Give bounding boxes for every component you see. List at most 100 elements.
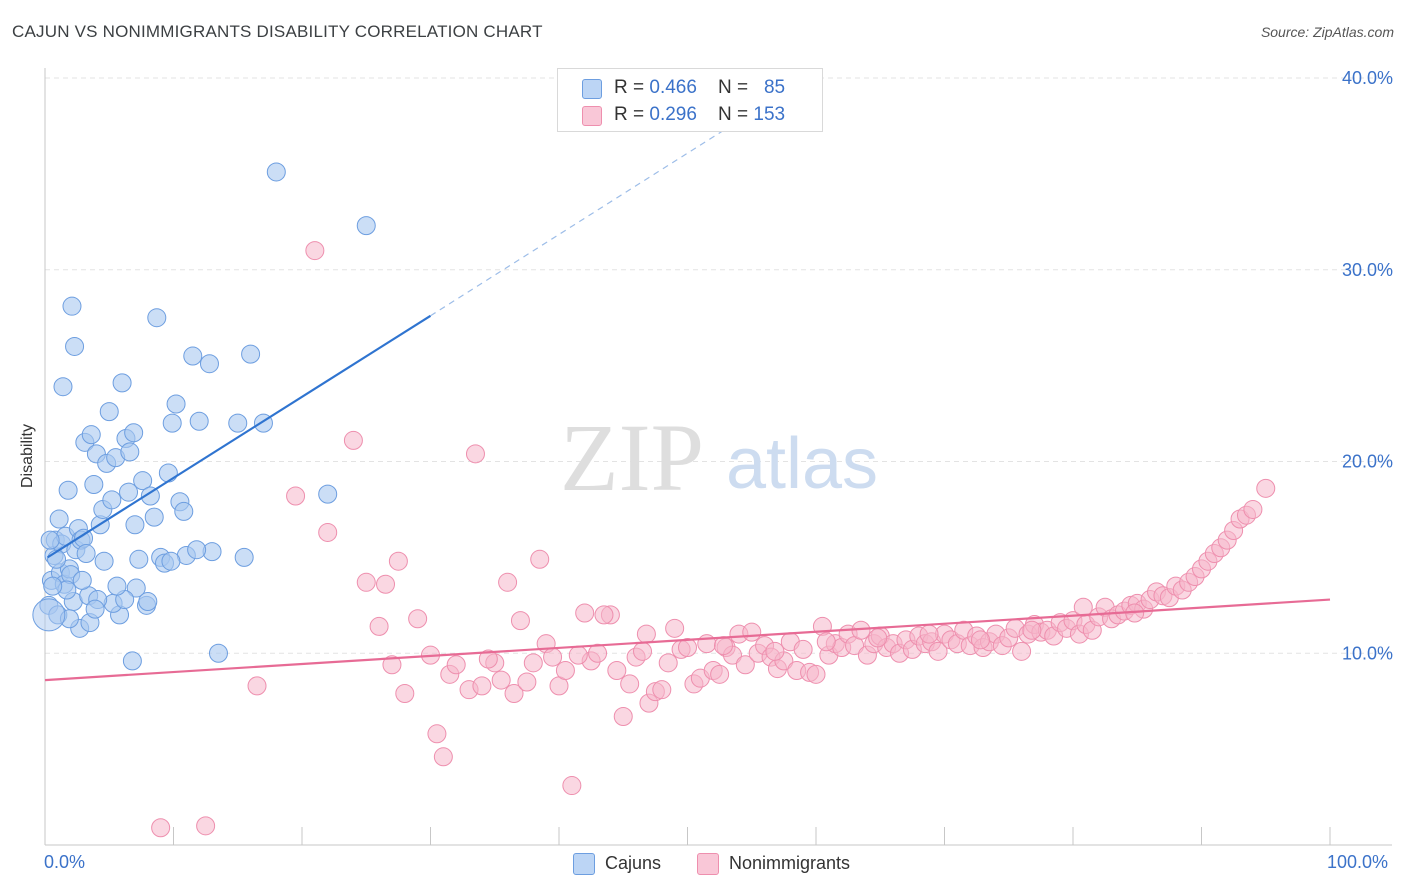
watermark-zip: ZIP [560,404,704,511]
legend-n-label: N = [718,104,754,125]
nonimmigrants-point [633,641,653,661]
nonimmigrants-point [343,430,363,450]
cajuns-point [84,475,104,495]
nonimmigrants-point [247,676,267,696]
cajuns-point [208,643,228,663]
cajuns-trend-line [46,314,432,559]
cajuns-point [112,373,132,393]
nonimmigrants-point [568,645,588,665]
x-tick-label-min: 0.0% [44,852,86,872]
cajuns-point [356,216,376,236]
cajuns-point [81,425,101,445]
nonimmigrants-point [504,684,524,704]
cajuns-point [234,547,254,567]
cajuns-point [266,162,286,182]
nonimmigrants-point [652,680,672,700]
cajuns-point [124,423,144,443]
axes [44,68,1392,846]
nonimmigrants-point [510,611,530,631]
cajuns-point [32,598,66,632]
nonimmigrants-point [665,618,685,638]
nonimmigrants-point [868,628,888,648]
cajuns-point [58,480,78,500]
nonimmigrants-point [710,664,730,684]
x-tick-label-max: 100.0% [1327,852,1389,872]
cajuns-point [129,549,149,569]
cajuns-point [133,471,153,491]
legend-n-value-cajuns: 85 [763,77,786,98]
nonimmigrants-point [1256,478,1276,498]
nonimmigrants-point [1073,597,1093,617]
nonimmigrants-point [369,616,389,636]
nonimmigrants-point [607,661,627,681]
cajuns-point [161,551,181,571]
y-tick-labels: 10.0% 20.0% 30.0% 40.0% [1342,68,1393,663]
cajuns-point [147,308,167,328]
nonimmigrants-point [742,622,762,642]
cajuns-point [158,463,178,483]
grid-lines [45,77,1390,654]
cajuns-point [241,344,261,364]
nonimmigrants-point [1012,641,1032,661]
nonimmigrants-point [636,624,656,644]
cajuns-point [144,507,164,527]
cajuns-point [43,576,63,596]
nonimmigrants-point [575,603,595,623]
series-cajuns [32,162,376,671]
legend-r-value-nonimmigrants: 0.296 [649,104,697,125]
nonimmigrants-point [498,572,518,592]
nonimmigrants-point [919,624,939,644]
cajuns-point [318,484,338,504]
cajuns-point [62,296,82,316]
cajuns-point [162,413,182,433]
nonimmigrants-point [555,661,575,681]
legend-r-label: R = [614,104,650,125]
nonimmigrants-point [491,670,511,690]
cajuns-point [102,490,122,510]
cajuns-point [187,540,207,560]
nonimmigrants-point [793,639,813,659]
nonimmigrants-point [1243,499,1263,519]
legend-n-label: N = [718,77,754,98]
bottom-legend-label-nonimmigrants: Nonimmigrants [729,853,851,873]
nonimmigrants-point [151,818,171,838]
nonimmigrants-point [376,574,396,594]
legend: R = 0.466 N = 85 R = 0.296 N = 153 [557,68,823,132]
nonimmigrants-point [530,549,550,569]
nonimmigrants-trend-line [44,598,1331,682]
cajuns-point [174,501,194,521]
nonimmigrants-point [816,632,836,652]
cajuns-point [94,551,114,571]
cajuns-point [119,482,139,502]
bottom-legend-label-cajuns: Cajuns [605,853,662,873]
watermark-atlas: atlas [726,424,878,504]
nonimmigrants-point [928,641,948,661]
cajuns-point [76,544,96,564]
cajuns-point [199,354,219,374]
nonimmigrants-point [517,672,537,692]
cajuns-point [99,402,119,422]
cajuns-point [183,346,203,366]
cajuns-point [228,413,248,433]
nonimmigrants-point [543,647,563,667]
source-label: Source: ZipAtlas.com [1260,24,1394,40]
chart-title: CAJUN VS NONIMMIGRANTS DISABILITY CORREL… [12,22,543,41]
nonimmigrants-point [562,776,582,796]
cajuns-point [189,411,209,431]
nonimmigrants-point [613,707,633,727]
nonimmigrants-point [388,551,408,571]
nonimmigrants-point [970,630,990,650]
series-nonimmigrants [151,241,1276,838]
nonimmigrants-point [594,605,614,625]
cajuns-point [138,591,158,611]
nonimmigrants-point [318,522,338,542]
cajuns-point [122,651,142,671]
nonimmigrants-point [658,653,678,673]
cajuns-point [120,442,140,462]
nonimmigrants-point [678,637,697,657]
nonimmigrants-point [433,747,453,767]
y-tick-label: 30.0% [1342,260,1393,280]
cajuns-point [166,394,186,414]
cajuns-point [107,576,127,596]
